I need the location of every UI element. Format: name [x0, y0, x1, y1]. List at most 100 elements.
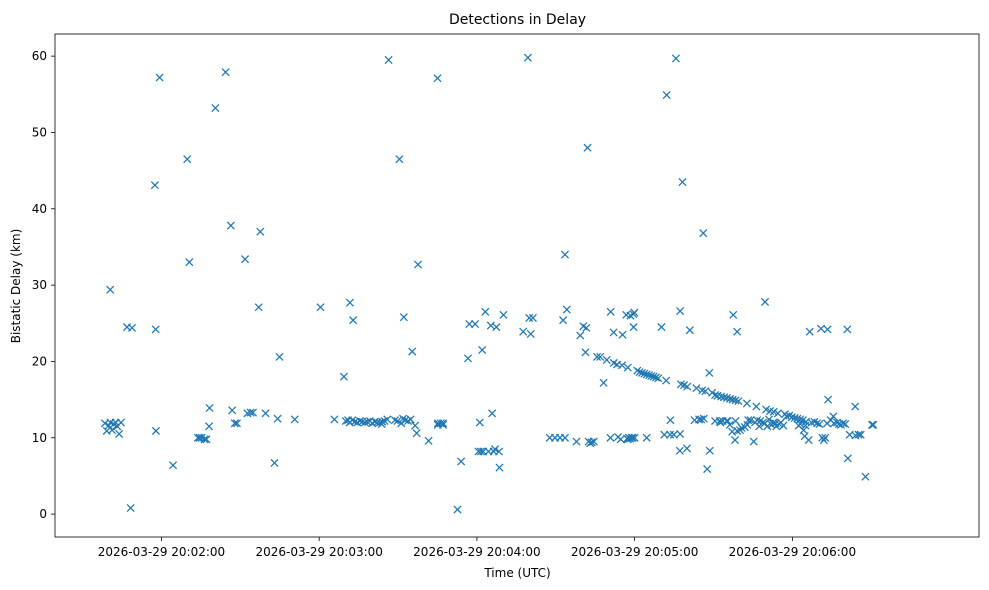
data-point — [465, 320, 474, 329]
data-point — [666, 416, 675, 425]
data-point — [481, 307, 490, 316]
data-point — [821, 433, 830, 442]
data-point — [273, 414, 282, 423]
data-point — [779, 421, 788, 430]
data-point — [734, 397, 743, 406]
data-point — [731, 436, 740, 445]
data-point — [383, 415, 392, 424]
data-point — [349, 316, 358, 325]
data-point — [433, 74, 442, 83]
data-point — [525, 313, 534, 322]
data-point — [829, 412, 838, 421]
data-point — [640, 369, 649, 378]
data-point — [384, 55, 393, 64]
data-point — [645, 371, 654, 380]
data-point — [733, 327, 742, 336]
data-point — [360, 418, 369, 427]
data-point — [749, 437, 758, 446]
data-point — [488, 409, 497, 418]
data-point — [339, 372, 348, 381]
data-point — [115, 429, 124, 438]
data-point — [861, 472, 870, 481]
data-point — [867, 420, 877, 429]
data-point — [528, 313, 537, 322]
data-point — [683, 382, 692, 391]
data-point — [705, 368, 714, 377]
data-point — [841, 419, 850, 429]
data-point — [824, 395, 833, 404]
y-tick-label: 40 — [32, 202, 47, 216]
data-point — [624, 433, 633, 442]
data-point — [723, 416, 732, 426]
data-point — [685, 326, 694, 335]
data-point — [108, 426, 117, 435]
data-point — [752, 402, 761, 411]
data-point — [705, 446, 714, 455]
data-point — [583, 143, 592, 152]
data-point — [491, 445, 500, 454]
data-point — [854, 430, 863, 439]
data-point — [731, 396, 740, 405]
data-point — [823, 325, 832, 334]
data-point — [397, 419, 406, 428]
data-point — [746, 416, 755, 425]
x-tick-label: 2026-03-29 20:03:00 — [255, 545, 382, 559]
data-point — [151, 325, 160, 334]
data-point — [630, 433, 639, 442]
data-point — [457, 457, 466, 466]
data-point — [671, 54, 680, 63]
data-point — [492, 323, 501, 332]
data-point — [725, 420, 734, 429]
data-point — [773, 409, 782, 418]
data-point — [205, 422, 214, 431]
data-point — [471, 320, 480, 329]
y-tick-label: 60 — [32, 49, 47, 63]
data-point — [602, 355, 611, 364]
data-point — [406, 415, 415, 424]
data-point — [699, 414, 708, 423]
data-point — [230, 419, 239, 428]
data-point — [623, 363, 632, 372]
data-point — [195, 433, 204, 442]
data-point — [699, 229, 708, 238]
data-point — [168, 461, 178, 470]
data-point — [576, 331, 585, 340]
data-point — [628, 433, 637, 442]
data-point — [126, 503, 135, 513]
data-point — [330, 415, 339, 424]
data-point — [769, 418, 778, 427]
data-point — [582, 323, 591, 332]
chart-title: Detections in Delay — [449, 12, 586, 28]
data-point — [851, 402, 860, 411]
data-point — [729, 310, 738, 319]
data-point — [232, 419, 241, 428]
data-point — [662, 376, 671, 385]
data-point — [657, 323, 666, 332]
data-point — [559, 316, 568, 325]
data-point — [248, 408, 257, 417]
data-point — [390, 416, 399, 425]
data-point — [760, 297, 770, 306]
data-point — [581, 348, 590, 357]
data-point — [660, 430, 669, 439]
data-point — [711, 390, 720, 400]
data-point — [647, 371, 656, 380]
data-point — [843, 325, 852, 334]
data-point — [270, 458, 279, 468]
data-point — [804, 436, 813, 445]
data-point — [649, 372, 658, 381]
data-point — [816, 324, 826, 333]
data-point — [413, 260, 423, 269]
data-point — [744, 416, 753, 425]
data-point — [819, 436, 828, 445]
data-point — [715, 416, 724, 426]
data-point — [399, 313, 408, 322]
data-point — [275, 352, 284, 361]
data-point — [682, 444, 691, 453]
x-axis: 2026-03-29 20:02:00 2026-03-29 20:03:00 20… — [98, 537, 856, 559]
data-point — [453, 505, 462, 514]
data-point — [256, 227, 265, 236]
data-point — [395, 155, 404, 164]
data-point — [183, 155, 192, 164]
